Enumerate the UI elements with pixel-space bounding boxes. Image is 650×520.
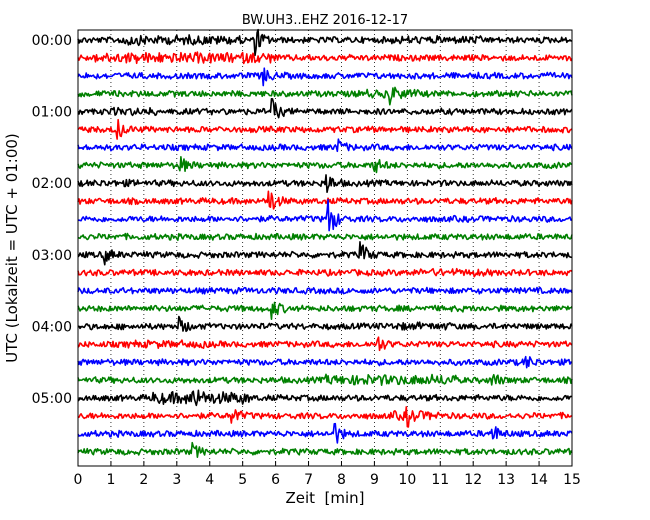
x-tick-label: 14 (530, 472, 548, 488)
trace-line (77, 199, 573, 232)
trace-line (77, 315, 573, 333)
trace-line (77, 422, 573, 444)
trace-line (77, 373, 573, 386)
y-tick-label: 01:00 (32, 105, 72, 121)
trace-line (77, 51, 573, 65)
trace-line (77, 355, 573, 369)
trace-line (77, 67, 573, 87)
x-tick-label: 5 (238, 472, 247, 488)
trace-line (77, 190, 573, 210)
trace-line (77, 240, 573, 266)
trace-line (77, 267, 573, 278)
x-tick-label: 4 (205, 472, 214, 488)
x-tick-label: 9 (370, 472, 379, 488)
x-tick-label: 0 (74, 472, 83, 488)
y-tick-label: 05:00 (32, 391, 72, 407)
trace-line (77, 232, 573, 242)
y-tick-label: 04:00 (32, 319, 72, 335)
x-tick-label: 1 (106, 472, 115, 488)
trace-line (77, 155, 573, 174)
trace-line (77, 389, 573, 407)
x-axis-label: Zeit [min] (285, 489, 364, 507)
trace-group (77, 28, 573, 459)
x-tick-label: 12 (464, 472, 482, 488)
chart-title: BW.UH3..EHZ 2016-12-17 (242, 13, 408, 28)
x-tick-label: 7 (304, 472, 313, 488)
x-axis: 0 1 2 3 4 5 6 7 8 9 10 11 12 13 14 15 (74, 461, 581, 488)
trace-line (77, 406, 573, 428)
x-tick-label: 3 (172, 472, 181, 488)
vertical-grid (110, 30, 540, 466)
y-axis-label: UTC (Lokalzeit = UTC + 01:00) (3, 133, 21, 363)
trace-line (77, 138, 573, 153)
y-axis: 00:00 01:00 02:00 03:00 04:00 05:00 (32, 33, 83, 407)
y-tick-label: 03:00 (32, 248, 72, 264)
y-tick-label: 02:00 (32, 176, 72, 192)
x-tick-label: 6 (271, 472, 280, 488)
trace-line (77, 118, 573, 140)
plot-frame (77, 29, 573, 467)
trace-line (77, 336, 573, 352)
trace-line (77, 441, 573, 459)
trace-line (77, 28, 573, 57)
x-tick-label: 2 (139, 472, 148, 488)
x-tick-label: 10 (398, 472, 416, 488)
x-tick-label: 11 (431, 472, 449, 488)
trace-line (77, 301, 573, 320)
trace-line (77, 286, 573, 295)
y-tick-label: 00:00 (32, 33, 72, 49)
trace-line (77, 174, 573, 193)
x-tick-label: 15 (563, 472, 581, 488)
trace-line (77, 86, 573, 106)
trace-line (77, 97, 573, 119)
x-tick-label: 13 (497, 472, 515, 488)
x-tick-label: 8 (337, 472, 346, 488)
